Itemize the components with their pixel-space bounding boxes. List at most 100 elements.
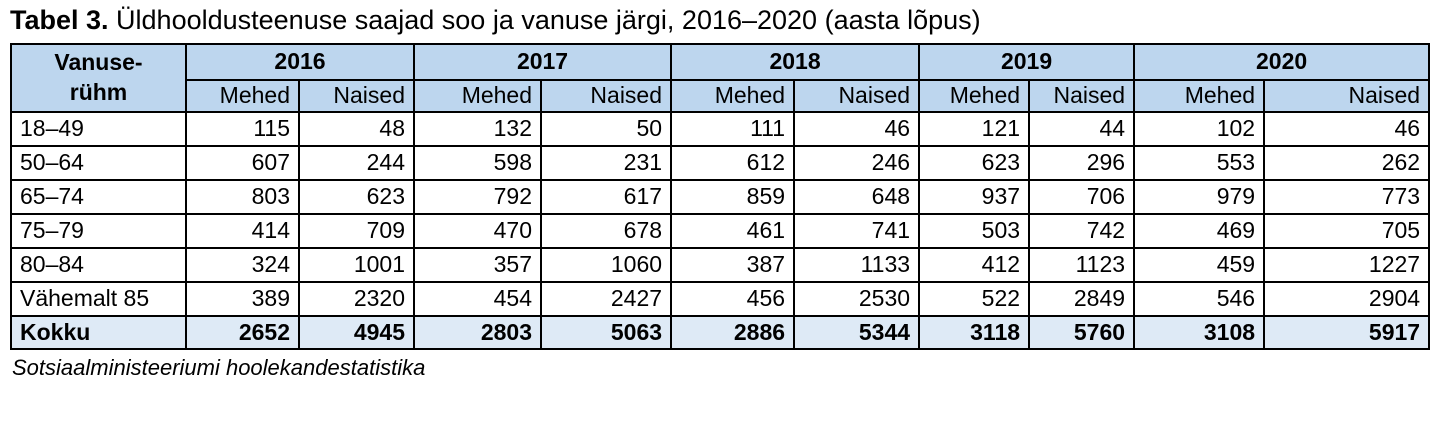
cell-2020-mehed: 546 bbox=[1133, 280, 1266, 317]
sub-header-2019-mehed: Mehed bbox=[918, 78, 1031, 113]
cell-2020-mehed: 979 bbox=[1133, 178, 1266, 215]
source-note: Sotsiaalministeeriumi hoolekandestatisti… bbox=[12, 354, 426, 380]
cell-2020-naised: 5917 bbox=[1263, 314, 1431, 350]
sub-header-2017-mehed: Mehed bbox=[413, 78, 543, 113]
cell-2020-naised: 262 bbox=[1263, 144, 1431, 181]
corner-header-vanuseruhm: Vanuse-rühm bbox=[10, 42, 187, 113]
cell-2017-mehed: 454 bbox=[413, 280, 543, 317]
cell-2018-naised: 1133 bbox=[793, 246, 921, 283]
cell-2018-naised: 648 bbox=[793, 178, 921, 215]
cell-2017-mehed: 792 bbox=[413, 178, 543, 215]
stats-table: Vanuse-rühm 2016 2017 2018 2019 2020 Mehed Nai… bbox=[10, 42, 1431, 350]
cell-2017-naised: 617 bbox=[540, 178, 673, 215]
cell-2017-mehed: 598 bbox=[413, 144, 543, 181]
table-title-label: Tabel 3. bbox=[10, 5, 109, 35]
row-label: 65–74 bbox=[10, 178, 187, 215]
page: Tabel 3. Üldhooldusteenuse saajad soo ja… bbox=[10, 5, 1431, 380]
cell-2018-mehed: 612 bbox=[670, 144, 796, 181]
cell-2020-mehed: 3108 bbox=[1133, 314, 1266, 350]
cell-2019-mehed: 937 bbox=[918, 178, 1031, 215]
row-label: 50–64 bbox=[10, 144, 187, 181]
cell-2019-naised: 706 bbox=[1028, 178, 1136, 215]
table-row: 75–79 414 709 470 678 461 741 503 742 469 705 bbox=[10, 212, 1431, 249]
cell-2020-mehed: 459 bbox=[1133, 246, 1266, 283]
cell-2018-naised: 2530 bbox=[793, 280, 921, 317]
cell-2019-mehed: 503 bbox=[918, 212, 1031, 249]
cell-2019-mehed: 3118 bbox=[918, 314, 1031, 350]
table-row: 50–64 607 244 598 231 612 246 623 296 553 262 bbox=[10, 144, 1431, 181]
cell-2020-naised: 46 bbox=[1263, 110, 1431, 147]
cell-2019-naised: 296 bbox=[1028, 144, 1136, 181]
cell-2016-naised: 2320 bbox=[297, 280, 416, 317]
cell-2018-mehed: 2886 bbox=[670, 314, 796, 350]
cell-2019-mehed: 522 bbox=[918, 280, 1031, 317]
cell-2020-naised: 2904 bbox=[1263, 280, 1431, 317]
cell-2016-naised: 244 bbox=[297, 144, 416, 181]
cell-2016-mehed: 803 bbox=[185, 178, 300, 215]
row-label: 80–84 bbox=[10, 246, 187, 283]
sub-header-2020-mehed: Mehed bbox=[1133, 78, 1266, 113]
cell-2018-mehed: 859 bbox=[670, 178, 796, 215]
row-label: 75–79 bbox=[10, 212, 187, 249]
cell-2018-naised: 5344 bbox=[793, 314, 921, 350]
cell-2019-naised: 2849 bbox=[1028, 280, 1136, 317]
cell-2017-naised: 678 bbox=[540, 212, 673, 249]
cell-2019-naised: 44 bbox=[1028, 110, 1136, 147]
year-header-2017: 2017 bbox=[413, 42, 673, 81]
cell-2016-naised: 709 bbox=[297, 212, 416, 249]
total-row: Kokku 2652 4945 2803 5063 2886 5344 3118 5760 310… bbox=[10, 314, 1431, 350]
cell-2018-mehed: 461 bbox=[670, 212, 796, 249]
sub-header-2018-naised: Naised bbox=[793, 78, 921, 113]
cell-2016-mehed: 115 bbox=[185, 110, 300, 147]
table-row: 18–49 115 48 132 50 111 46 121 44 102 46 bbox=[10, 110, 1431, 147]
cell-2017-mehed: 132 bbox=[413, 110, 543, 147]
year-header-2018: 2018 bbox=[670, 42, 921, 81]
cell-2020-mehed: 469 bbox=[1133, 212, 1266, 249]
cell-2019-mehed: 623 bbox=[918, 144, 1031, 181]
cell-2019-naised: 1123 bbox=[1028, 246, 1136, 283]
cell-2018-naised: 741 bbox=[793, 212, 921, 249]
cell-2016-naised: 1001 bbox=[297, 246, 416, 283]
cell-2017-mehed: 2803 bbox=[413, 314, 543, 350]
cell-2017-naised: 50 bbox=[540, 110, 673, 147]
cell-2018-naised: 46 bbox=[793, 110, 921, 147]
cell-2020-mehed: 102 bbox=[1133, 110, 1266, 147]
cell-2019-mehed: 121 bbox=[918, 110, 1031, 147]
sub-header-2019-naised: Naised bbox=[1028, 78, 1136, 113]
cell-2016-naised: 4945 bbox=[297, 314, 416, 350]
year-header-2016: 2016 bbox=[184, 42, 416, 81]
cell-2018-mehed: 387 bbox=[670, 246, 796, 283]
cell-2020-naised: 1227 bbox=[1263, 246, 1431, 283]
cell-2017-naised: 231 bbox=[540, 144, 673, 181]
table-row: 65–74 803 623 792 617 859 648 937 706 979 773 bbox=[10, 178, 1431, 215]
table-row: Vähemalt 85 389 2320 454 2427 456 2530 522 2849 5… bbox=[10, 280, 1431, 317]
total-row-label: Kokku bbox=[10, 314, 187, 350]
year-header-2019: 2019 bbox=[918, 42, 1136, 81]
cell-2016-mehed: 2652 bbox=[185, 314, 300, 350]
sub-header-row: Mehed Naised Mehed Naised Mehed Naised Mehed Na… bbox=[11, 78, 1431, 113]
row-label: Vähemalt 85 bbox=[10, 280, 187, 317]
table-header: Vanuse-rühm 2016 2017 2018 2019 2020 Mehed Nai… bbox=[10, 42, 1431, 113]
row-label: 18–49 bbox=[10, 110, 187, 147]
cell-2016-mehed: 607 bbox=[185, 144, 300, 181]
sub-header-2016-naised: Naised bbox=[297, 78, 416, 113]
sub-header-2017-naised: Naised bbox=[540, 78, 673, 113]
cell-2020-naised: 705 bbox=[1263, 212, 1431, 249]
cell-2017-naised: 2427 bbox=[540, 280, 673, 317]
cell-2019-naised: 742 bbox=[1028, 212, 1136, 249]
cell-2017-naised: 1060 bbox=[540, 246, 673, 283]
year-header-row: Vanuse-rühm 2016 2017 2018 2019 2020 bbox=[10, 42, 1431, 113]
cell-2016-mehed: 324 bbox=[185, 246, 300, 283]
table-body: 18–49 115 48 132 50 111 46 121 44 102 46 50–64 607 24… bbox=[10, 110, 1431, 350]
cell-2018-mehed: 111 bbox=[670, 110, 796, 147]
sub-header-2018-mehed: Mehed bbox=[670, 78, 796, 113]
table-row: 80–84 324 1001 357 1060 387 1133 412 1123 459 1227 bbox=[10, 246, 1431, 283]
cell-2016-mehed: 414 bbox=[185, 212, 300, 249]
sub-header-2020-naised: Naised bbox=[1263, 78, 1431, 113]
cell-2017-naised: 5063 bbox=[540, 314, 673, 350]
table-title-text: Üldhooldusteenuse saajad soo ja vanuse j… bbox=[108, 5, 981, 35]
cell-2016-naised: 623 bbox=[297, 178, 416, 215]
cell-2018-mehed: 456 bbox=[670, 280, 796, 317]
cell-2019-naised: 5760 bbox=[1028, 314, 1136, 350]
cell-2016-naised: 48 bbox=[297, 110, 416, 147]
